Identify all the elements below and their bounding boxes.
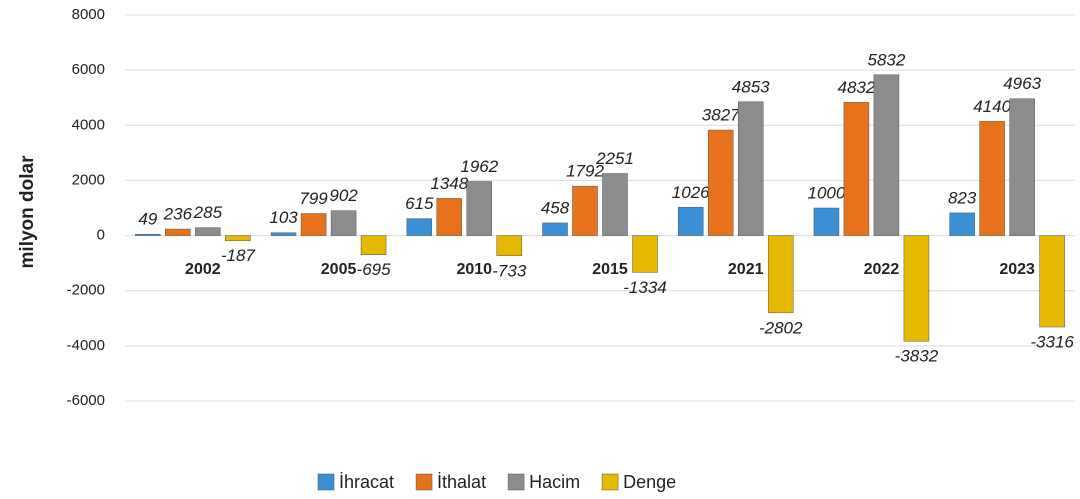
value-label: 285	[193, 203, 223, 222]
value-label: -2802	[759, 318, 803, 337]
bar	[270, 232, 297, 236]
value-label: 236	[163, 205, 193, 224]
bar	[1039, 235, 1065, 328]
value-label: 823	[948, 188, 977, 207]
value-label: 4853	[732, 77, 770, 96]
y-tick-label: 6000	[72, 61, 105, 78]
bar	[165, 228, 191, 236]
value-label: -3316	[1030, 332, 1074, 351]
value-label: 103	[269, 208, 298, 227]
bar	[436, 198, 463, 236]
value-label: 1792	[566, 162, 604, 181]
x-tick-label: 2002	[185, 261, 221, 278]
value-label: 902	[329, 186, 358, 205]
value-label: 4963	[1003, 74, 1041, 93]
bar	[602, 173, 628, 236]
legend-label: Hacim	[529, 472, 580, 492]
bar	[360, 235, 387, 255]
legend-swatch	[601, 473, 619, 491]
bar	[737, 101, 764, 236]
value-label: 1000	[808, 183, 846, 202]
bar	[496, 235, 523, 257]
value-label: 4140	[973, 97, 1011, 116]
bar	[135, 233, 161, 236]
bar	[632, 235, 658, 273]
value-label: -695	[357, 260, 392, 279]
x-tick-label: 2005	[321, 261, 357, 278]
value-label: 2251	[595, 149, 634, 168]
bar	[466, 181, 493, 236]
y-tick-label: 8000	[72, 6, 105, 23]
legend-swatch	[415, 473, 433, 491]
x-tick-label: 2022	[864, 261, 900, 278]
value-label: 458	[541, 198, 570, 217]
y-tick-label: 0	[97, 227, 105, 244]
bar	[542, 222, 568, 236]
bar	[843, 102, 870, 236]
x-tick-label: 2010	[456, 261, 492, 278]
bar	[979, 121, 1005, 236]
value-label: 3827	[702, 106, 740, 125]
y-tick-label: -6000	[67, 392, 105, 409]
y-axis-label: milyon dolar	[17, 155, 38, 269]
value-label: 49	[138, 210, 157, 229]
value-label: 1348	[430, 174, 468, 193]
legend-swatch	[507, 473, 525, 491]
bar	[330, 210, 357, 236]
bar	[767, 235, 794, 314]
x-tick-label: 2015	[592, 261, 628, 278]
x-tick-label: 2021	[728, 261, 764, 278]
bar	[225, 235, 251, 241]
y-tick-label: -4000	[67, 337, 105, 354]
bar	[707, 129, 734, 236]
legend-swatch	[317, 473, 335, 491]
y-tick-label: -2000	[67, 282, 105, 299]
bar	[949, 212, 975, 236]
value-label: 799	[299, 189, 328, 208]
bar	[406, 218, 433, 236]
bar	[677, 207, 704, 236]
value-label: -733	[492, 261, 527, 280]
value-label: -187	[221, 246, 256, 265]
y-tick-label: 4000	[72, 116, 105, 133]
legend-label: Denge	[623, 472, 676, 492]
bar	[195, 227, 221, 236]
value-label: 615	[405, 194, 434, 213]
bar	[572, 185, 598, 236]
x-tick-label: 2023	[999, 261, 1035, 278]
value-label: 1962	[460, 157, 498, 176]
bar	[873, 74, 900, 236]
bar	[813, 207, 840, 236]
bar	[903, 235, 930, 342]
legend-label: İthalat	[437, 472, 486, 492]
legend-label: İhracat	[339, 472, 394, 492]
value-label: 5832	[868, 50, 906, 69]
value-label: -3832	[895, 347, 939, 366]
value-label: 1026	[672, 183, 710, 202]
bar	[300, 213, 327, 236]
bar	[1009, 98, 1035, 236]
value-label: -1334	[623, 278, 666, 297]
value-label: 4832	[838, 78, 876, 97]
y-tick-label: 2000	[72, 171, 105, 188]
